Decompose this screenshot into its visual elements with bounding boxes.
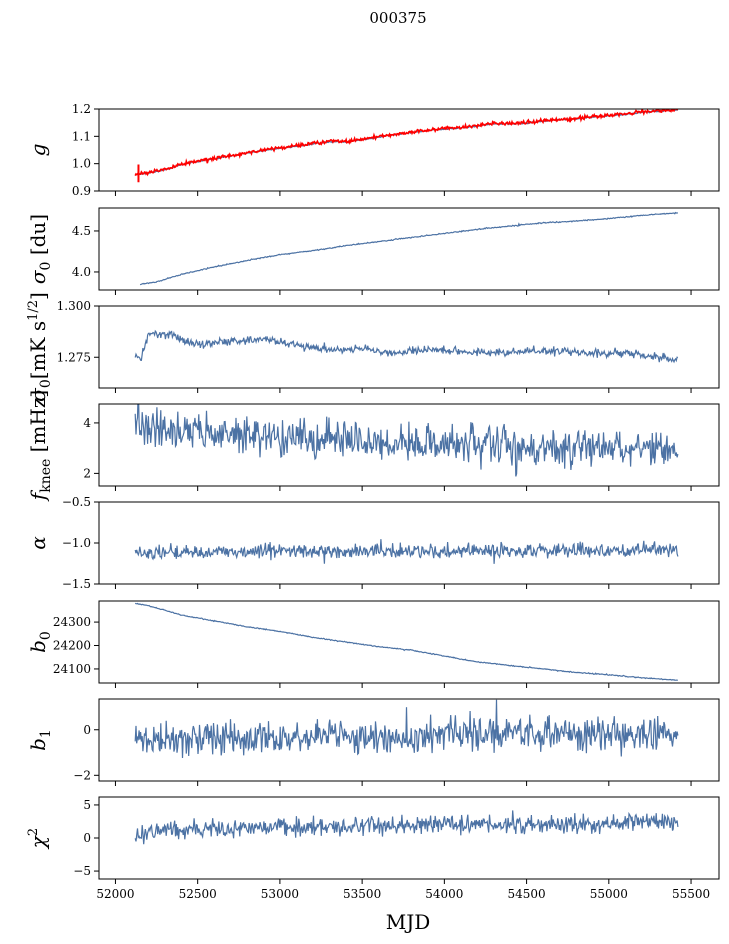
x-tick-label: 53000 [261,887,299,901]
y-tick-label: −0.5 [62,495,91,509]
panel-5: −1.5 −1.0 −0.5 α [26,495,720,591]
y-tick-label: −2 [73,768,91,782]
y-tick-label: 1.1 [72,129,91,143]
y-tick-label: −1.0 [62,536,91,550]
figure-title: 000375 [369,9,426,27]
x-tick-label: 53500 [343,887,381,901]
series-line-3-1 [134,329,679,364]
y-tick-label: 0 [83,723,91,737]
axes-frame [98,600,720,684]
axes-frame [98,796,720,880]
y-tick-label: −5 [73,864,91,878]
series-line-1-1 [134,109,679,176]
y-axis-label-8: χ2​ [26,828,50,850]
series-line-6-1 [134,602,678,681]
panels: 0.9 1.0 1.1 1.2 g 4.0 4.5 σ0​ [du] 1.275 1.300σ0​… [26,102,720,901]
y-tick-label: 0.9 [72,184,91,198]
x-tick-label: 55000 [590,887,628,901]
y-axis-label-6: b0​ [26,631,54,653]
y-tick-label: 5 [83,798,91,812]
panel-4: 2 4 fknee​ [mHz] [26,390,720,502]
axes-frame [98,305,720,389]
y-tick-label: 0 [83,831,91,845]
series-line-8-1 [134,810,679,845]
y-tick-label: 1.275 [57,350,91,364]
y-axis-label-5: α [26,536,50,550]
series-line-4-1 [134,404,679,477]
y-tick-label: 24300 [53,615,91,629]
panel-8: −5 0 5 52000 52500 53000 53500 54000 54500 55000 5… [26,796,720,901]
panel-7: −2 0 b1​ [26,698,720,786]
axes-frame [98,108,720,192]
y-tick-label: 4 [83,416,91,430]
axes-frame [98,403,720,487]
y-axis-label-1: g [26,144,50,157]
y-tick-label: −1.5 [62,577,91,591]
x-tick-label: 52500 [179,887,217,901]
y-tick-label: 1.2 [72,102,91,116]
y-tick-label: 24200 [53,639,91,653]
series-line-1-2 [134,109,678,177]
y-axis-label-3: σ0​[mK s1/2​] [26,292,54,402]
panel-6: 24100 24200 24300 b0​ [26,600,720,688]
x-tick-label: 52000 [96,887,134,901]
y-tick-label: 2 [83,466,91,480]
x-tick-label: 54500 [507,887,545,901]
x-tick-label: 55500 [672,887,710,901]
series-line-7-1 [134,699,679,759]
y-tick-label: 4.0 [72,265,91,279]
y-tick-label: 24100 [53,662,91,676]
panel-2: 4.0 4.5 σ0​ [du] [26,207,720,295]
y-axis-label-4: fknee​ [mHz] [26,390,54,502]
y-tick-label: 1.0 [72,157,91,171]
axes-frame [98,698,720,782]
axes-frame [98,501,720,585]
x-tick-label: 54000 [425,887,463,901]
y-tick-label: 1.300 [57,299,91,313]
series-line-2-1 [139,211,678,286]
series-line-5-1 [134,539,679,564]
x-axis-label: MJD [386,910,431,934]
y-tick-label: 4.5 [72,224,91,238]
y-axis-label-2: σ0​ [du] [26,214,54,284]
axes-frame [98,207,720,291]
y-axis-label-7: b1​ [26,729,54,751]
panel-1: 0.9 1.0 1.1 1.2 g [26,102,720,198]
